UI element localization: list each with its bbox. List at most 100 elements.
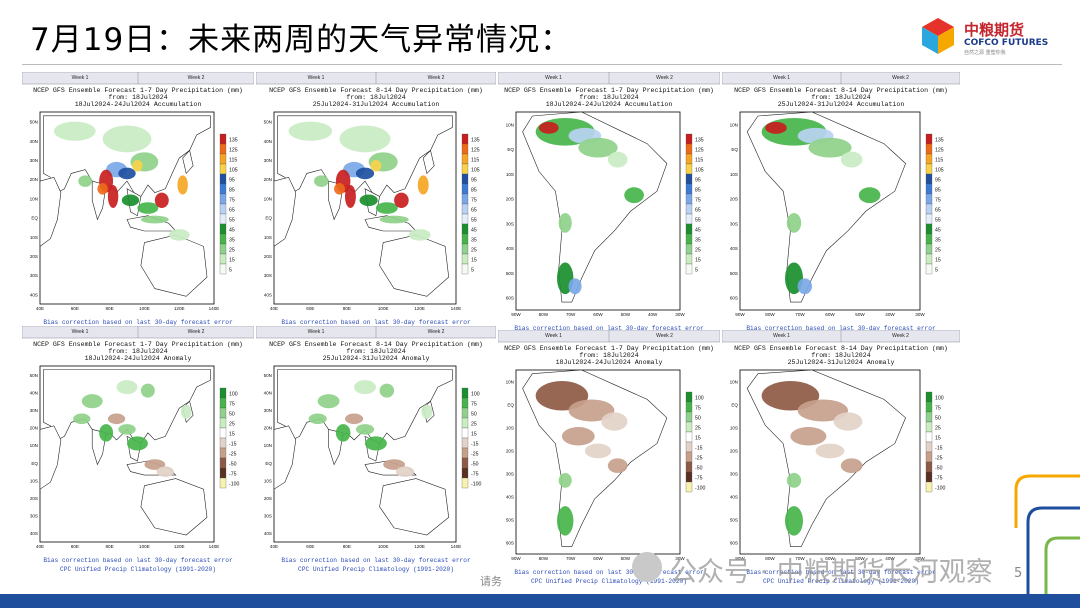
longitude-label: 40E xyxy=(270,306,278,311)
legend-swatch xyxy=(461,213,469,225)
longitude-label: 30W xyxy=(675,312,685,317)
legend-level-label: 15 xyxy=(935,258,941,264)
legend-swatch xyxy=(219,457,227,469)
latitude-label: 40N xyxy=(30,139,38,144)
legend-level-label: 65 xyxy=(935,208,941,214)
legend-level-label: 5 xyxy=(471,268,474,274)
map-period: 25Jul2024-31Jul2024 Accumulation xyxy=(778,101,905,108)
latitude-label: 20S xyxy=(506,197,514,202)
map-content xyxy=(40,115,211,297)
logo-slogan: 自然之源 重塑你我 xyxy=(964,50,1006,56)
latitude-label: 30S xyxy=(730,221,738,226)
latitude-label: 20S xyxy=(506,449,514,454)
latitude-label: EQ xyxy=(265,461,272,466)
longitude-label: 60W xyxy=(593,556,603,561)
legend-swatch xyxy=(925,471,933,483)
legend-swatch xyxy=(219,223,227,235)
legend-swatch xyxy=(925,183,933,195)
latitude-label: 30N xyxy=(30,408,38,413)
bias-correction-note: Bias correction based on last 30-day for… xyxy=(514,325,704,332)
latitude-label: 10S xyxy=(730,172,738,177)
legend-swatch xyxy=(461,417,469,429)
map-title: NCEP GFS Ensemble Forecast 1-7 Day Preci… xyxy=(504,87,714,94)
latitude-label: 30S xyxy=(30,514,38,519)
legend-swatch xyxy=(925,193,933,205)
precip-area xyxy=(339,125,391,153)
precip-area xyxy=(137,202,159,214)
map-period: 18Jul2024-24Jul2024 Accumulation xyxy=(546,101,673,108)
legend-swatch xyxy=(685,203,693,215)
bottom-bar xyxy=(0,594,1080,608)
precip-area xyxy=(140,383,155,398)
legend-level-label: 75 xyxy=(695,406,701,412)
latitude-label: 10S xyxy=(506,426,514,431)
legend-level-label: 115 xyxy=(471,158,479,164)
legend-swatch xyxy=(219,437,227,449)
legend-level-label: 5 xyxy=(229,268,232,274)
week-1-label: Week 1 xyxy=(545,75,562,81)
legend-swatch xyxy=(219,467,227,479)
precip-area xyxy=(127,436,148,451)
latitude-label: 60S xyxy=(730,541,738,546)
week-1-label: Week 1 xyxy=(773,333,790,339)
legend-level-label: 35 xyxy=(471,238,477,244)
legend-level-label: 45 xyxy=(229,228,235,234)
latitude-label: EQ xyxy=(731,403,738,408)
legend-swatch xyxy=(219,193,227,205)
latitude-label: 30S xyxy=(30,273,38,278)
longitude-label: 50W xyxy=(855,556,865,561)
latitude-label: 20S xyxy=(264,254,272,259)
map-from-date: from: 18Jul2024 xyxy=(108,94,167,101)
precip-area xyxy=(568,278,582,295)
legend-level-label: 65 xyxy=(471,208,477,214)
legend-swatch xyxy=(685,153,693,165)
legend-swatch xyxy=(685,411,693,423)
legend-level-label: 35 xyxy=(695,238,701,244)
legend-level-label: 50 xyxy=(471,412,477,418)
legend-swatch xyxy=(219,173,227,185)
precip-area xyxy=(370,160,382,172)
legend-level-label: 105 xyxy=(935,168,944,174)
precip-area xyxy=(73,413,91,425)
precip-area xyxy=(81,394,103,409)
latitude-label: 10S xyxy=(506,172,514,177)
legend-swatch xyxy=(219,253,227,265)
longitude-label: 140E xyxy=(209,544,220,549)
legend-level-label: 125 xyxy=(935,148,944,154)
legend-swatch xyxy=(461,243,469,255)
legend-swatch xyxy=(925,451,933,463)
precip-area xyxy=(558,473,572,488)
precip-area xyxy=(107,413,126,425)
latitude-label: 50N xyxy=(30,373,38,378)
legend-swatch xyxy=(685,243,693,255)
map-period: 18Jul2024-24Jul2024 Anomaly xyxy=(556,359,663,366)
precip-area xyxy=(538,121,559,134)
legend-level-label: 85 xyxy=(471,188,477,194)
latitude-label: 20N xyxy=(264,426,272,431)
latitude-label: 30N xyxy=(30,158,38,163)
week-1-label: Week 1 xyxy=(72,329,89,335)
legend-level-label: 105 xyxy=(471,168,480,174)
precip-area xyxy=(568,399,615,422)
legend-swatch xyxy=(685,183,693,195)
legend-level-label: 135 xyxy=(471,138,480,144)
legend-level-label: -75 xyxy=(935,476,943,482)
legend-level-label: -100 xyxy=(471,482,481,488)
longitude-label: 60E xyxy=(306,306,314,311)
map-panel-asia-anom-w1: Week 1 Week 2 NCEP GFS Ensemble Forecast 1… xyxy=(22,326,254,576)
legend-swatch xyxy=(461,467,469,479)
precip-area xyxy=(833,412,863,431)
legend-level-label: -75 xyxy=(229,472,237,478)
legend-level-label: 25 xyxy=(471,248,477,254)
bias-correction-note: Bias correction based on last 30-day for… xyxy=(43,319,233,326)
longitude-label: 50W xyxy=(855,312,865,317)
legend-swatch xyxy=(219,397,227,409)
land-outline xyxy=(746,370,906,547)
latitude-label: 50S xyxy=(506,518,514,523)
legend-swatch xyxy=(685,213,693,225)
legend-level-label: -25 xyxy=(935,456,943,462)
precip-area xyxy=(786,473,802,488)
map-from-date: from: 18Jul2024 xyxy=(108,348,167,355)
latitude-label: 40S xyxy=(30,292,38,297)
legend-swatch xyxy=(925,253,933,265)
